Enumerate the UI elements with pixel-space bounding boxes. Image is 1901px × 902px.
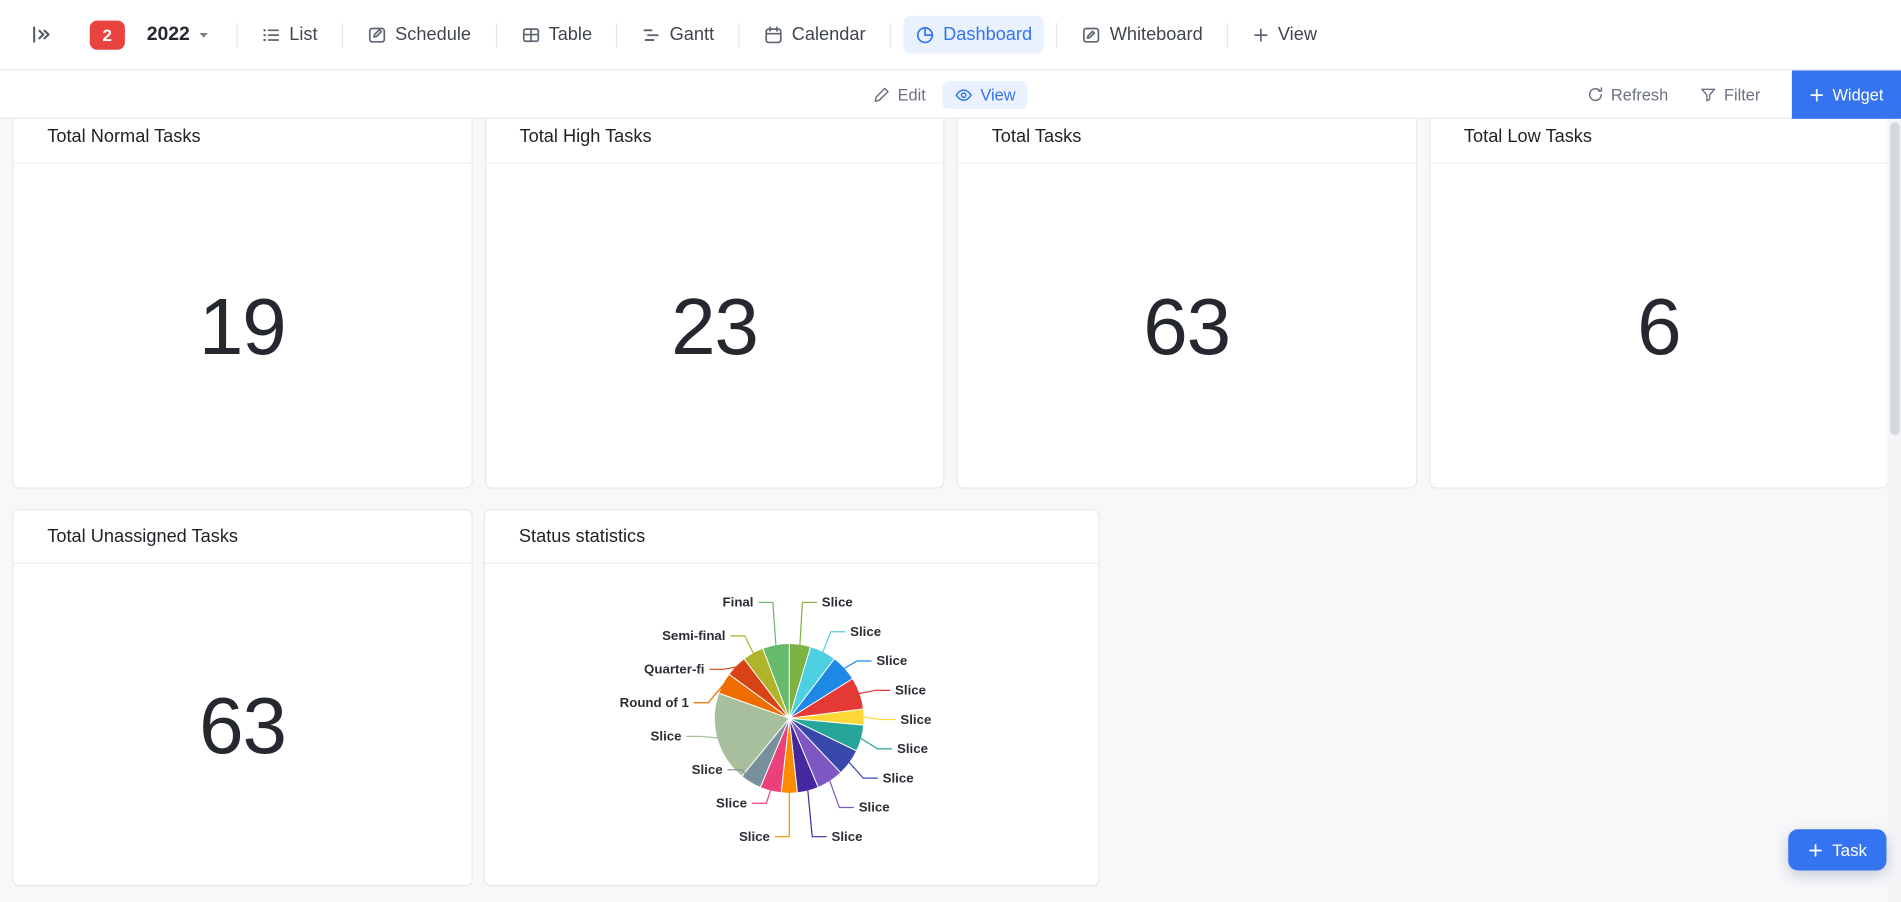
- status-pie-chart: Slice Slice Slice Slice Slice Slice Slice Slice…: [620, 595, 932, 844]
- card-title: Total Unassigned Tasks: [13, 510, 472, 564]
- dashboard-canvas: Total Normal Tasks 19 Total High Tasks 2…: [0, 118, 1901, 902]
- tab-whiteboard[interactable]: Whiteboard: [1070, 16, 1215, 54]
- dashboard-toolbar: Edit View Refresh Filter Widget: [0, 70, 1901, 119]
- filter-button[interactable]: Filter: [1700, 85, 1761, 104]
- tab-label: Dashboard: [943, 24, 1033, 45]
- svg-text:Slice: Slice: [651, 729, 682, 744]
- dashboard-icon: [916, 26, 934, 43]
- svg-text:Slice: Slice: [822, 595, 853, 610]
- svg-text:Slice: Slice: [883, 770, 914, 785]
- tab-calendar[interactable]: Calendar: [752, 16, 878, 54]
- divider: [235, 22, 238, 47]
- tab-gantt[interactable]: Gantt: [630, 16, 727, 54]
- stat-card-unassigned-tasks: Total Unassigned Tasks 63: [12, 509, 473, 887]
- eye-icon: [955, 88, 973, 101]
- svg-text:Slice: Slice: [850, 624, 881, 639]
- card-title: Total Low Tasks: [1429, 119, 1888, 164]
- divider: [738, 22, 740, 47]
- divider: [341, 22, 344, 47]
- stat-value: 23: [671, 280, 759, 371]
- card-title: Total High Tasks: [485, 119, 944, 164]
- refresh-icon: [1588, 87, 1602, 102]
- stat-value: 6: [1637, 280, 1682, 371]
- filter-icon: [1701, 88, 1716, 102]
- whiteboard-icon: [1083, 27, 1100, 43]
- status-statistics-card: Status statistics Slice Slice Slice Slice Sl…: [483, 509, 1100, 887]
- tab-label: Gantt: [669, 24, 715, 45]
- tab-label: Schedule: [395, 24, 472, 45]
- svg-text:Slice: Slice: [832, 829, 863, 844]
- svg-text:Slice: Slice: [897, 741, 928, 756]
- stat-value: 63: [199, 679, 287, 770]
- tab-schedule[interactable]: Schedule: [355, 16, 483, 54]
- caret-down-icon: [198, 32, 208, 37]
- svg-text:Slice: Slice: [739, 829, 770, 844]
- card-title: Total Tasks: [957, 119, 1416, 164]
- stat-card-high-tasks: Total High Tasks 23: [484, 118, 945, 489]
- add-widget-button[interactable]: Widget: [1791, 70, 1901, 119]
- add-task-button[interactable]: Task: [1788, 829, 1887, 871]
- space-badge-count: 2: [102, 24, 113, 45]
- tab-label: List: [289, 24, 318, 45]
- stat-value: 19: [198, 280, 287, 371]
- vertical-scrollbar: [1887, 120, 1901, 902]
- list-icon: [262, 28, 279, 41]
- tab-list[interactable]: List: [249, 16, 329, 54]
- expand-sidebar-button[interactable]: [19, 14, 60, 55]
- card-title: Status statistics: [484, 510, 1099, 564]
- stat-value: 63: [1143, 280, 1231, 371]
- svg-text:Slice: Slice: [895, 683, 926, 698]
- divider: [495, 22, 497, 47]
- svg-text:Round of 1: Round of 1: [620, 695, 690, 710]
- svg-text:Slice: Slice: [692, 762, 723, 777]
- table-icon: [522, 27, 539, 42]
- task-button-label: Task: [1832, 840, 1868, 860]
- pencil-icon: [874, 87, 889, 102]
- refresh-button[interactable]: Refresh: [1587, 85, 1669, 104]
- svg-text:Final: Final: [723, 595, 754, 610]
- stat-card-total-tasks: Total Tasks 63: [956, 118, 1417, 489]
- card-title: Total Normal Tasks: [13, 119, 472, 164]
- view-label: View: [980, 85, 1016, 104]
- tab-dashboard[interactable]: Dashboard: [903, 15, 1045, 54]
- stat-card-normal-tasks: Total Normal Tasks 19: [12, 118, 473, 489]
- refresh-label: Refresh: [1610, 85, 1669, 104]
- expand-sidebar-icon: [32, 26, 50, 43]
- plus-icon: [1811, 88, 1824, 101]
- add-view-button[interactable]: View: [1240, 16, 1329, 54]
- view-mode-button[interactable]: View: [942, 80, 1028, 109]
- svg-text:Semi-final: Semi-final: [662, 628, 725, 643]
- schedule-icon: [368, 27, 386, 43]
- svg-text:Quarter-fi: Quarter-fi: [644, 662, 704, 677]
- filter-label: Filter: [1723, 85, 1761, 104]
- space-color-badge[interactable]: 2: [89, 20, 125, 50]
- svg-text:Slice: Slice: [859, 800, 890, 815]
- divider: [616, 22, 618, 47]
- tab-label: Whiteboard: [1109, 24, 1203, 45]
- divider: [1056, 22, 1058, 47]
- tab-label: Calendar: [791, 24, 866, 45]
- tab-label: Table: [548, 24, 593, 45]
- top-navigation-bar: 2 2022 List Schedule Table Gantt: [0, 0, 1901, 71]
- gantt-icon: [643, 28, 660, 41]
- space-name-dropdown[interactable]: 2022: [147, 24, 210, 46]
- svg-text:Slice: Slice: [716, 795, 747, 810]
- plus-icon: [1809, 843, 1823, 857]
- edit-label: Edit: [897, 85, 926, 104]
- plus-icon: [1254, 27, 1268, 42]
- space-name-label: 2022: [146, 23, 190, 45]
- divider: [889, 22, 891, 47]
- tab-table[interactable]: Table: [509, 16, 605, 54]
- scrollbar-thumb[interactable]: [1889, 122, 1900, 436]
- widget-label: Widget: [1832, 85, 1884, 104]
- svg-text:Slice: Slice: [876, 653, 907, 668]
- add-view-label: View: [1277, 24, 1317, 45]
- divider: [1226, 22, 1229, 47]
- svg-text:Slice: Slice: [900, 712, 931, 727]
- calendar-icon: [765, 25, 782, 43]
- stat-card-low-tasks: Total Low Tasks 6: [1428, 118, 1889, 489]
- edit-button[interactable]: Edit: [873, 85, 926, 104]
